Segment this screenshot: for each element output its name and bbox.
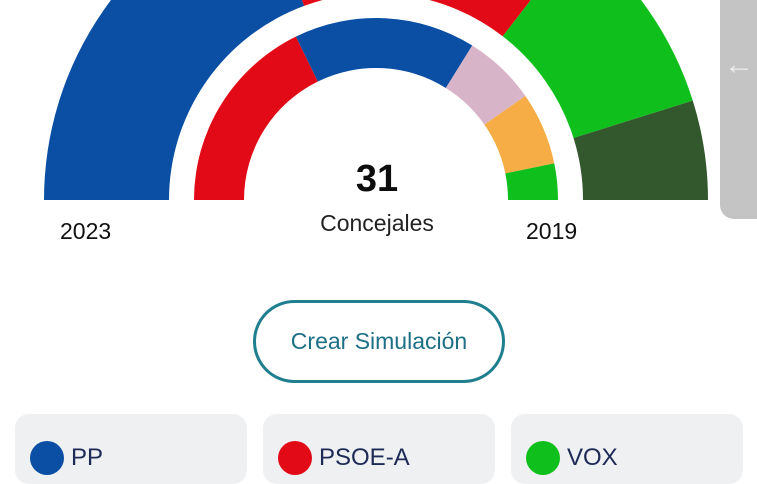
year-label-2019: 2019 [526,218,578,244]
seat-segment-2023-vox-4 [505,163,558,200]
seats-total: 31 [355,158,399,200]
party-name: PSOE-A [319,444,410,471]
side-panel-handle[interactable]: ← [720,0,757,219]
seats-label: Concejales [320,210,434,236]
party-name: PP [71,444,104,471]
seat-segment-2023-pp-1 [295,17,473,88]
hemicycle-chart [44,0,708,200]
party-card-pp[interactable]: PP [15,414,247,484]
seat-segment-2023-other-3 [484,96,555,174]
party-color-dot [526,441,560,475]
year-label-2023: 2023 [60,218,112,244]
seat-segment-2019-other-3 [573,100,708,200]
ring-2023 [194,17,558,200]
seat-segment-2023-psoe-a-0 [194,36,318,200]
party-card-vox[interactable]: VOX [511,414,743,484]
seat-segment-2019-psoe-a-1 [301,0,531,37]
ring-2019 [44,0,708,200]
seat-segment-2019-vox-2 [502,0,693,139]
create-simulation-button[interactable]: Crear Simulación [253,300,505,383]
party-name: VOX [567,444,618,471]
party-card-psoe-a[interactable]: PSOE-A [263,414,495,484]
party-color-dot [30,441,64,475]
arrow-left-icon: ← [724,48,754,81]
party-color-dot [278,441,312,475]
seat-segment-2019-pp-0 [44,0,305,200]
seat-segment-2023-other-2 [445,45,526,125]
